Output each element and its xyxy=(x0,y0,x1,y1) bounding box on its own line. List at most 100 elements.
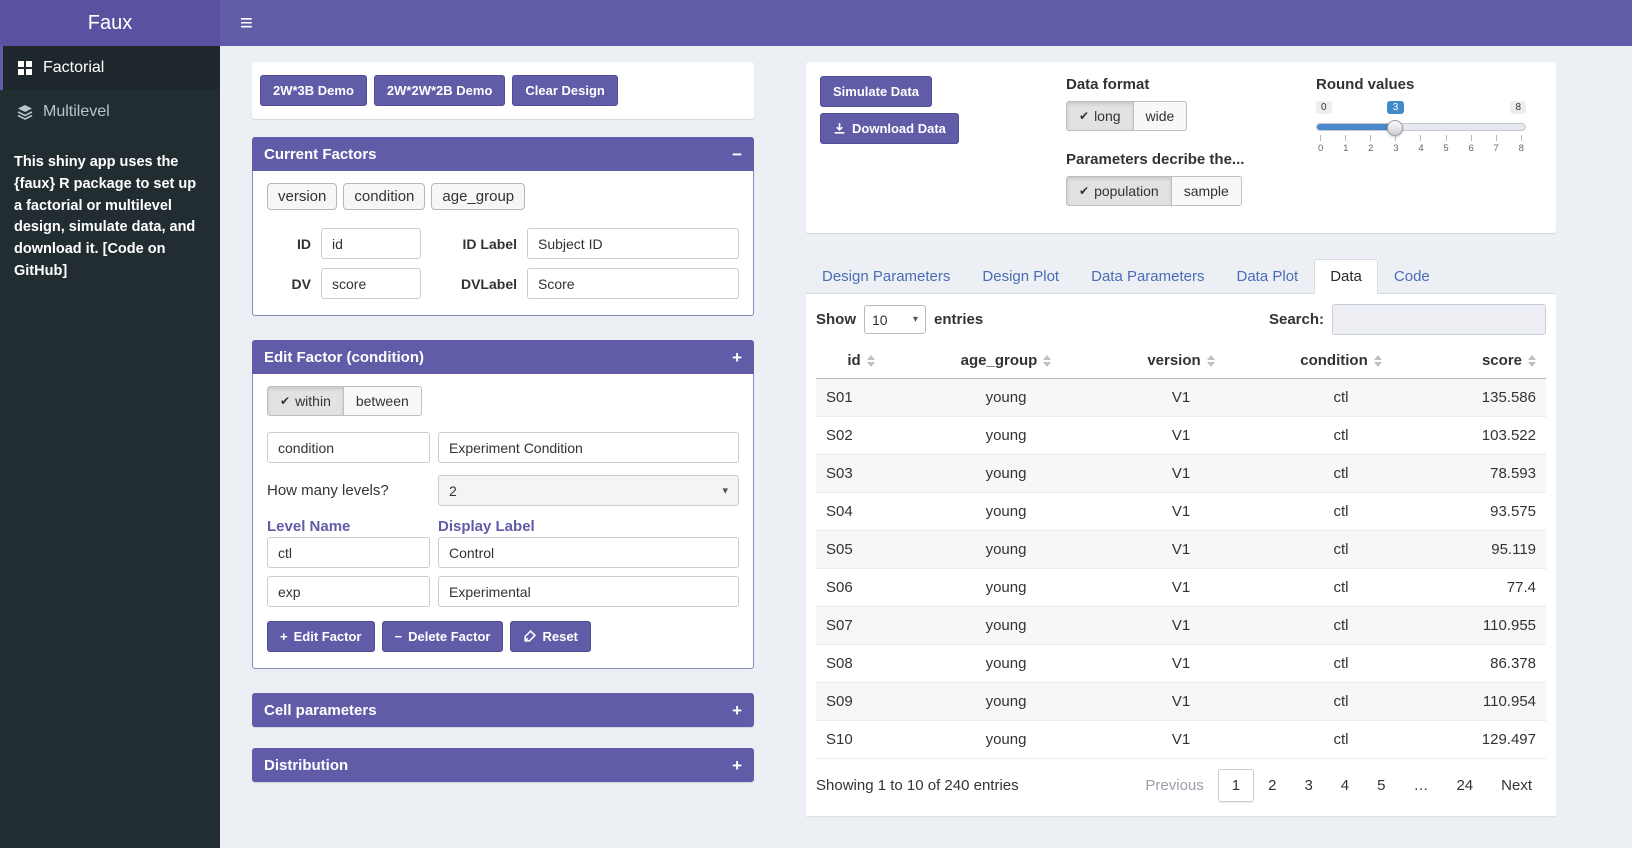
current-factors-header: Current Factors − xyxy=(252,137,754,171)
current-factors-body: version condition age_group ID ID Label … xyxy=(252,171,754,316)
toggle-label: population xyxy=(1094,183,1159,199)
tab-design-plot[interactable]: Design Plot xyxy=(982,268,1060,285)
tab-design-parameters[interactable]: Design Parameters xyxy=(822,268,951,285)
minus-icon: − xyxy=(394,629,403,644)
sidebar-item-multilevel[interactable]: Multilevel xyxy=(0,90,220,134)
column-header-version[interactable]: version xyxy=(1106,343,1256,379)
levels-count-select[interactable]: 2 ▾ xyxy=(438,475,739,506)
slider-tick: 0 xyxy=(1318,135,1323,154)
button-label: Delete Factor xyxy=(408,629,491,644)
level-label-field[interactable] xyxy=(438,537,739,568)
search-input[interactable] xyxy=(1332,304,1546,335)
factor-display-field[interactable] xyxy=(438,432,739,463)
edit-factor-body: ✔ within between How many levels? xyxy=(252,374,754,669)
pagination-page-1[interactable]: 1 xyxy=(1217,769,1255,802)
factor-chip[interactable]: version xyxy=(267,183,338,210)
table-row: S04 young V1 ctl 93.575 xyxy=(816,492,1546,531)
factor-chips: version condition age_group xyxy=(267,183,739,210)
sample-toggle-button[interactable]: sample xyxy=(1171,176,1242,206)
simulate-buttons: Simulate Data Download Data xyxy=(820,76,970,219)
edit-factor-button[interactable]: + Edit Factor xyxy=(267,621,375,652)
demo-2w2w2b-button[interactable]: 2W*2W*2B Demo xyxy=(373,75,506,106)
tab-data-plot[interactable]: Data Plot xyxy=(1236,268,1299,285)
clear-design-button[interactable]: Clear Design xyxy=(512,75,618,106)
level-name-field[interactable] xyxy=(267,537,430,568)
toggle-label: long xyxy=(1094,108,1121,124)
sort-icon xyxy=(1373,354,1382,367)
id-field[interactable] xyxy=(321,228,421,259)
data-table: id age_group version condition score S01… xyxy=(816,343,1546,759)
toggle-label: wide xyxy=(1145,108,1175,124)
cell-age-group: young xyxy=(985,541,1027,558)
pagination-page-24[interactable]: 24 xyxy=(1456,777,1474,794)
tab-code[interactable]: Code xyxy=(1393,268,1430,285)
slider-track[interactable] xyxy=(1316,120,1526,136)
dv-label-field[interactable] xyxy=(527,268,739,299)
sort-icon xyxy=(1043,354,1052,367)
pagination: Previous 1 2 3 4 5 … 24 Next xyxy=(1131,769,1546,802)
tab-data[interactable]: Data xyxy=(1314,259,1378,294)
page-length-select[interactable]: 10 ▾ xyxy=(864,305,926,334)
pagination-page-3[interactable]: 3 xyxy=(1304,777,1313,794)
entries-label: entries xyxy=(934,311,984,328)
pagination-page-2[interactable]: 2 xyxy=(1268,777,1277,794)
within-toggle-button[interactable]: ✔ within xyxy=(267,386,344,416)
collapse-minus-icon[interactable]: − xyxy=(732,144,742,164)
reset-button[interactable]: Reset xyxy=(510,621,591,652)
collapse-plus-icon[interactable]: + xyxy=(732,700,742,720)
cell-version: V1 xyxy=(1171,389,1191,406)
cell-condition: ctl xyxy=(1333,731,1349,748)
demo-2w3b-button[interactable]: 2W*3B Demo xyxy=(260,75,367,106)
delete-factor-button[interactable]: − Delete Factor xyxy=(381,621,504,652)
cell-condition: ctl xyxy=(1333,617,1349,634)
column-header-id[interactable]: id xyxy=(816,343,906,379)
tab-data-parameters[interactable]: Data Parameters xyxy=(1091,268,1205,285)
between-toggle-button[interactable]: between xyxy=(343,386,422,416)
column-header-age-group[interactable]: age_group xyxy=(906,343,1106,379)
slider-tick: 1 xyxy=(1343,135,1348,154)
cell-version: V1 xyxy=(1171,655,1191,672)
table-row: S10 young V1 ctl 129.497 xyxy=(816,720,1546,759)
round-values-label: Round values xyxy=(1316,76,1415,93)
table-row: S08 young V1 ctl 86.378 xyxy=(816,644,1546,683)
cell-condition: ctl xyxy=(1333,541,1349,558)
factor-name-field[interactable] xyxy=(267,432,430,463)
factor-chip[interactable]: condition xyxy=(343,183,426,210)
cell-score: 86.378 xyxy=(1490,655,1536,672)
levels-count-row: How many levels? 2 ▾ xyxy=(267,475,739,506)
simulate-data-button[interactable]: Simulate Data xyxy=(820,76,932,107)
data-format-label: Data format xyxy=(1066,76,1150,93)
sidebar-item-factorial[interactable]: Factorial xyxy=(0,46,220,90)
level-label-field[interactable] xyxy=(438,576,739,607)
population-toggle-button[interactable]: ✔ population xyxy=(1066,176,1172,206)
slider-handle[interactable] xyxy=(1387,120,1403,136)
design-column: 2W*3B Demo 2W*2W*2B Demo Clear Design Cu… xyxy=(252,62,754,806)
table-row: S02 young V1 ctl 103.522 xyxy=(816,416,1546,455)
long-toggle-button[interactable]: ✔ long xyxy=(1066,101,1134,131)
levels-question-label: How many levels? xyxy=(267,482,389,499)
dv-field[interactable] xyxy=(321,268,421,299)
collapse-plus-icon[interactable]: + xyxy=(732,755,742,775)
column-header-condition[interactable]: condition xyxy=(1256,343,1426,379)
level-name-field[interactable] xyxy=(267,576,430,607)
collapse-plus-icon[interactable]: + xyxy=(732,347,742,367)
pagination-page-4[interactable]: 4 xyxy=(1340,777,1350,794)
cell-age-group: young xyxy=(985,427,1027,444)
factor-type-toggle: ✔ within between xyxy=(267,386,422,416)
id-label-field[interactable] xyxy=(527,228,739,259)
column-header-score[interactable]: score xyxy=(1426,343,1546,379)
hamburger-menu-icon[interactable]: ≡ xyxy=(240,10,253,35)
button-label: Reset xyxy=(542,629,578,644)
pagination-next[interactable]: Next xyxy=(1501,777,1532,794)
main-content: 2W*3B Demo 2W*2W*2B Demo Clear Design Cu… xyxy=(220,46,1632,848)
cell-score: 110.954 xyxy=(1482,693,1536,710)
download-data-button[interactable]: Download Data xyxy=(820,113,959,144)
table-header-row: id age_group version condition score xyxy=(816,343,1546,379)
brush-icon xyxy=(524,630,537,642)
factor-chip[interactable]: age_group xyxy=(431,183,526,210)
pagination-previous[interactable]: Previous xyxy=(1145,777,1204,794)
pagination-page-5[interactable]: 5 xyxy=(1377,777,1386,794)
wide-toggle-button[interactable]: wide xyxy=(1133,101,1188,131)
round-values-slider[interactable]: 0 8 3 0 1 2 3 4 5 xyxy=(1316,101,1526,165)
github-link[interactable]: [Code on GitHub] xyxy=(14,241,166,279)
